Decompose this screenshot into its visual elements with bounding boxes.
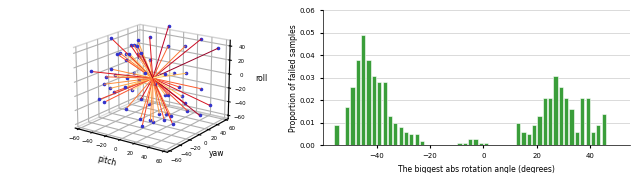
Bar [361,35,365,145]
Bar [596,125,600,145]
Bar [356,60,360,145]
Bar [586,98,590,145]
Bar [383,82,387,145]
Bar [399,127,403,145]
Bar [548,98,552,145]
Bar [527,134,531,145]
Bar [393,123,397,145]
Bar [570,109,574,145]
Bar [463,143,467,145]
X-axis label: The biggest abs rotation angle (degrees): The biggest abs rotation angle (degrees) [398,165,556,173]
Bar [591,132,595,145]
Bar [388,116,392,145]
Bar [351,87,355,145]
Bar [559,87,563,145]
X-axis label: pitch: pitch [97,154,117,168]
Bar [372,76,376,145]
Bar [522,132,525,145]
Bar [575,132,579,145]
Bar [538,116,541,145]
Y-axis label: Proportion of failed samples: Proportion of failed samples [289,24,298,132]
Bar [409,134,413,145]
Bar [516,123,520,145]
Bar [415,134,419,145]
Bar [580,98,584,145]
Bar [479,143,483,145]
Y-axis label: yaw: yaw [209,149,225,158]
Bar [335,125,339,145]
Bar [420,141,424,145]
Bar [543,98,547,145]
Bar [564,98,568,145]
Bar [554,76,557,145]
Bar [345,107,349,145]
Bar [532,125,536,145]
Bar [367,60,371,145]
Bar [602,114,606,145]
Bar [458,143,461,145]
Bar [474,139,477,145]
Bar [377,82,381,145]
Bar [468,139,472,145]
Bar [484,143,488,145]
Bar [404,132,408,145]
